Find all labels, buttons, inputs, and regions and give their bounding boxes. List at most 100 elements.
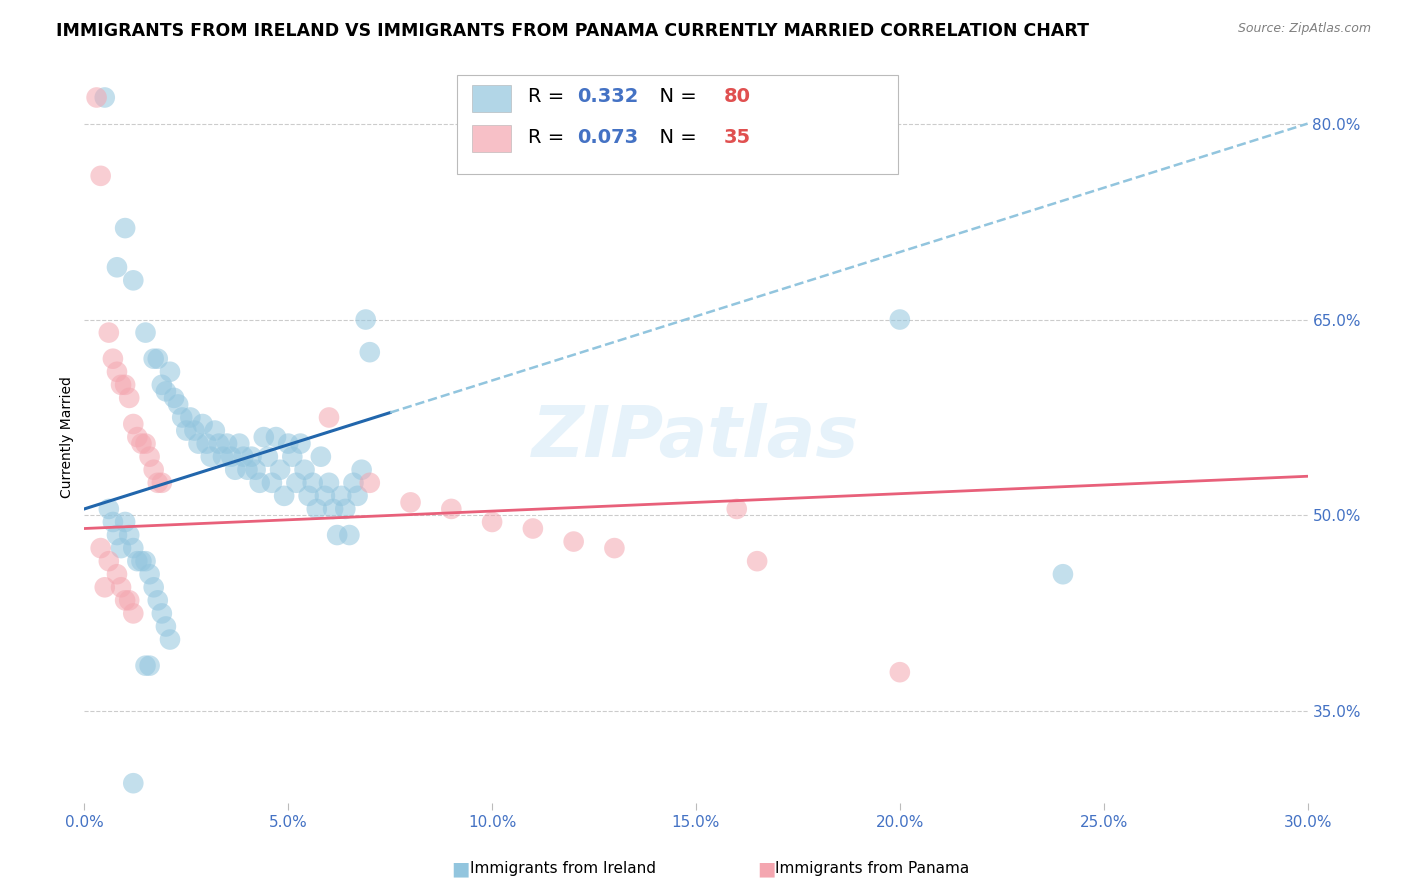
Point xyxy=(97,554,120,568)
Point xyxy=(138,658,160,673)
Point xyxy=(359,345,381,359)
Point xyxy=(219,450,242,464)
Point xyxy=(257,450,280,464)
Point xyxy=(249,475,271,490)
Point xyxy=(314,489,336,503)
Point xyxy=(135,658,157,673)
Text: R =: R = xyxy=(529,128,571,146)
Point xyxy=(522,521,544,535)
Point xyxy=(326,528,349,542)
Point xyxy=(318,410,340,425)
Text: ZIPatlas: ZIPatlas xyxy=(533,402,859,472)
Point xyxy=(228,436,250,450)
Point xyxy=(118,593,141,607)
Point xyxy=(159,365,181,379)
Point xyxy=(260,475,283,490)
Point xyxy=(135,326,157,340)
Point xyxy=(350,463,373,477)
Point xyxy=(253,430,276,444)
Point xyxy=(114,515,136,529)
Point xyxy=(191,417,214,431)
Point xyxy=(562,534,585,549)
Point xyxy=(277,436,299,450)
Point xyxy=(114,593,136,607)
Text: ■: ■ xyxy=(451,859,470,878)
Point xyxy=(163,391,186,405)
Point xyxy=(330,489,353,503)
Point xyxy=(174,424,197,438)
Point xyxy=(146,351,169,366)
Text: Immigrants from Panama: Immigrants from Panama xyxy=(776,861,970,876)
Point xyxy=(110,541,132,555)
Point xyxy=(118,528,141,542)
Point xyxy=(298,489,321,503)
Point xyxy=(122,417,145,431)
Point xyxy=(204,424,226,438)
Point xyxy=(217,436,239,450)
Point xyxy=(440,502,463,516)
Point xyxy=(725,502,748,516)
Text: R =: R = xyxy=(529,87,571,106)
Point xyxy=(138,450,160,464)
Point xyxy=(172,410,194,425)
Point xyxy=(90,169,112,183)
Point xyxy=(142,351,165,366)
Point xyxy=(93,580,115,594)
Point xyxy=(97,326,120,340)
Point xyxy=(359,475,381,490)
Point xyxy=(179,410,201,425)
Point xyxy=(232,450,254,464)
Y-axis label: Currently Married: Currently Married xyxy=(60,376,75,498)
Point xyxy=(339,528,361,542)
Point xyxy=(86,90,108,104)
Point xyxy=(889,312,911,326)
Point xyxy=(101,351,124,366)
Point xyxy=(114,221,136,235)
Point xyxy=(159,632,181,647)
Point xyxy=(135,554,157,568)
Point xyxy=(135,436,157,450)
Point xyxy=(127,430,149,444)
Point xyxy=(127,554,149,568)
Point xyxy=(93,90,115,104)
Point xyxy=(747,554,769,568)
Point xyxy=(122,776,145,790)
Point xyxy=(150,607,173,621)
Point xyxy=(285,475,308,490)
Point xyxy=(294,463,316,477)
Point xyxy=(269,463,291,477)
Point xyxy=(187,436,209,450)
Point xyxy=(118,391,141,405)
Point xyxy=(105,260,128,275)
Point xyxy=(346,489,368,503)
Point xyxy=(155,619,177,633)
Point xyxy=(322,502,344,516)
Point xyxy=(90,541,112,555)
Point xyxy=(301,475,323,490)
Text: Immigrants from Ireland: Immigrants from Ireland xyxy=(470,861,655,876)
Text: 80: 80 xyxy=(724,87,751,106)
Point xyxy=(131,554,153,568)
Point xyxy=(224,463,246,477)
Point xyxy=(101,515,124,529)
Point xyxy=(1052,567,1074,582)
FancyBboxPatch shape xyxy=(472,126,512,152)
Point xyxy=(138,567,160,582)
Text: Source: ZipAtlas.com: Source: ZipAtlas.com xyxy=(1237,22,1371,36)
Point xyxy=(264,430,287,444)
Point xyxy=(146,475,169,490)
Point xyxy=(155,384,177,399)
Point xyxy=(97,502,120,516)
Point xyxy=(240,450,263,464)
Point xyxy=(167,397,190,411)
Point xyxy=(273,489,295,503)
Text: ■: ■ xyxy=(758,859,776,878)
Point xyxy=(603,541,626,555)
Point xyxy=(342,475,364,490)
Text: N =: N = xyxy=(647,128,703,146)
Text: 0.332: 0.332 xyxy=(578,87,638,106)
Point xyxy=(122,541,145,555)
Point xyxy=(236,463,259,477)
FancyBboxPatch shape xyxy=(472,86,512,112)
Point xyxy=(195,436,218,450)
